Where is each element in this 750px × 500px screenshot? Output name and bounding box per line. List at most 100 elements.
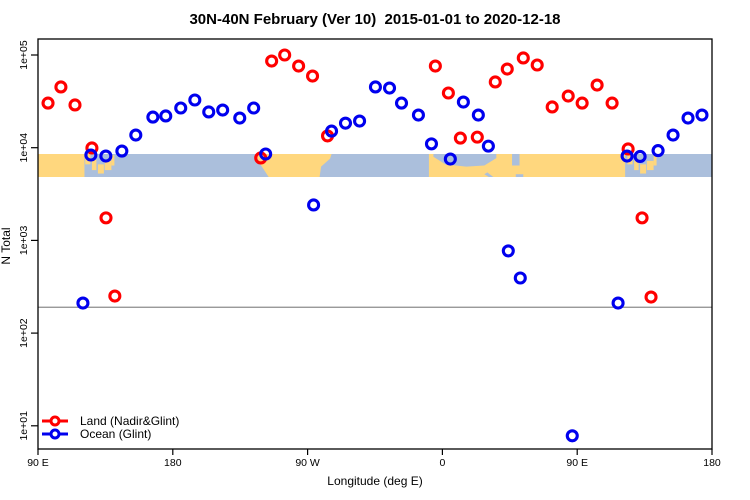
legend-item-land: Land (Nadir&Glint) (41, 413, 180, 428)
ocean-data-point (620, 149, 634, 163)
ocean-data-point (325, 124, 339, 138)
x-axis-title: Longitude (deg E) (327, 474, 423, 488)
ocean-data-point (129, 128, 143, 142)
land-data-point (635, 211, 649, 225)
ocean-data-point (188, 93, 202, 107)
map-strip-land (97, 164, 104, 174)
land-data-point (68, 98, 82, 112)
ocean-data-point (633, 149, 647, 164)
plot-frame (37, 38, 713, 450)
land-data-point (99, 211, 113, 225)
ocean-data-point (513, 271, 527, 285)
land-data-point (108, 289, 122, 303)
ocean-data-point (424, 137, 439, 151)
legend: Land (Nadir&Glint) Ocean (Glint) (41, 413, 180, 441)
land-data-point (644, 290, 658, 304)
legend-label-ocean: Ocean (Glint) (80, 426, 152, 441)
land-data-point (500, 62, 514, 76)
ocean-data-point (471, 108, 485, 122)
y-tick-label: 1e+03 (18, 225, 30, 255)
map-strip-land (653, 155, 657, 166)
y-axis-title: N Total (0, 227, 13, 265)
map-strip-land (634, 159, 639, 171)
land-data-point (441, 86, 455, 100)
y-tick-label: 1e+01 (18, 411, 30, 441)
map-strip-land (256, 154, 332, 177)
map-strip-land (640, 164, 647, 174)
land-data-point (488, 75, 502, 89)
land-data-point (54, 80, 68, 94)
ocean-data-point (443, 152, 457, 166)
land-data-point (621, 142, 635, 156)
x-tick-label: 0 (439, 457, 445, 469)
y-tick-label: 1e+05 (18, 40, 30, 70)
x-tick-label: 90 E (566, 457, 588, 469)
land-data-point (530, 58, 544, 72)
map-strip-land (646, 160, 654, 171)
map-strip-land (38, 154, 85, 177)
ocean-data-point (99, 149, 113, 163)
legend-label-land: Land (Nadir&Glint) (80, 413, 180, 428)
ocean-data-point (216, 103, 230, 117)
ocean-data-point (695, 108, 709, 122)
ocean-data-point (353, 114, 367, 128)
ocean-data-point (456, 95, 470, 109)
chart-title: 30N-40N February (Ver 10) 2015-01-01 to … (189, 11, 561, 28)
land-data-point (516, 51, 530, 65)
ocean-data-point (565, 429, 579, 443)
land-data-point (85, 141, 99, 155)
ocean-series-symbol-icon (42, 428, 68, 440)
map-strip-land (111, 155, 115, 166)
ocean-data-point (76, 296, 90, 310)
x-tick-label: 180 (164, 457, 182, 469)
map-strip-sea (512, 154, 520, 166)
legend-item-ocean: Ocean (Glint) (41, 426, 179, 441)
ocean-data-point (338, 116, 353, 130)
x-tick-label: 90 W (295, 457, 320, 469)
ocean-data-point (202, 105, 216, 119)
map-strip-sea (515, 174, 524, 177)
land-data-point (265, 54, 279, 68)
ocean-data-point (146, 110, 160, 124)
land-data-point (561, 89, 575, 103)
land-data-point (470, 130, 484, 144)
ocean-data-point (115, 144, 129, 158)
ocean-data-point (666, 128, 680, 142)
land-series-symbol-icon (42, 415, 68, 427)
land-data-point (545, 100, 559, 114)
land-data-point (305, 69, 320, 83)
land-data-point (453, 131, 467, 145)
y-tick-label: 1e+04 (18, 133, 30, 163)
ocean-data-point (159, 109, 173, 123)
ocean-data-point (411, 108, 425, 122)
ocean-data-point (247, 101, 261, 115)
land-data-point (590, 78, 604, 92)
ocean-data-point (307, 198, 321, 212)
ocean-data-point (368, 80, 382, 94)
ocean-data-point (233, 111, 247, 125)
ocean-data-point (501, 244, 515, 258)
ocean-data-point (174, 101, 188, 115)
map-strip-land (91, 159, 97, 171)
ocean-data-point (394, 96, 409, 110)
map-strip-sea (484, 172, 494, 177)
land-data-point (575, 96, 589, 110)
land-data-point (292, 59, 306, 73)
y-tick-label: 1e+02 (18, 318, 30, 348)
ocean-data-point (651, 144, 665, 158)
land-data-point (428, 59, 442, 73)
map-strip-land (104, 160, 112, 171)
land-data-point (278, 48, 292, 62)
x-tick-label: 180 (703, 457, 721, 469)
ocean-data-point (611, 296, 625, 310)
land-data-point (41, 96, 55, 110)
land-data-point (605, 96, 619, 110)
ocean-data-point (681, 111, 695, 125)
ocean-data-point (382, 81, 397, 95)
ocean-data-point (481, 139, 495, 153)
x-tick-label: 90 E (27, 457, 49, 469)
ocean-data-point (84, 148, 98, 162)
ocean-data-point (259, 147, 273, 161)
